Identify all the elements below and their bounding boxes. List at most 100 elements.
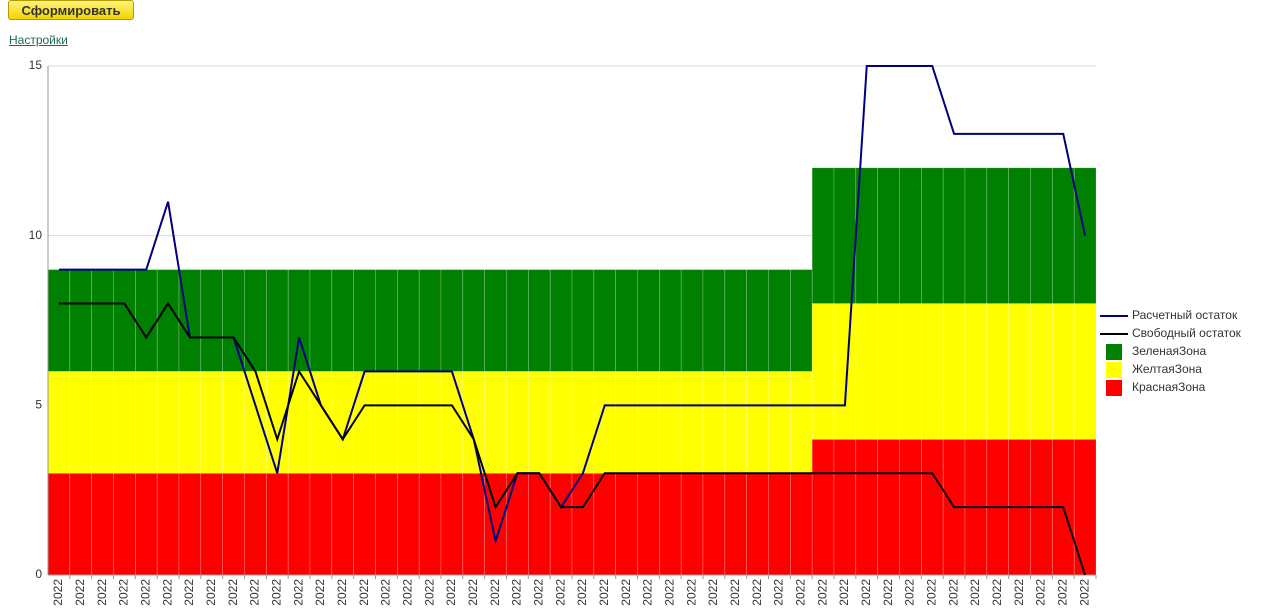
bar-segment: [986, 303, 1009, 440]
bar-segment: [375, 371, 398, 474]
bar-segment: [528, 371, 551, 474]
bar-segment: [1052, 167, 1075, 304]
legend-swatch: [1106, 344, 1122, 360]
bar-segment: [266, 472, 289, 576]
bar-segment: [331, 472, 354, 576]
bar-segment: [47, 472, 71, 576]
bar-segment: [484, 472, 507, 576]
legend-label: ЗеленаяЗона: [1132, 344, 1207, 358]
bar-segment: [768, 371, 791, 474]
x-tick-label: 2022: [248, 579, 262, 606]
bar-segment: [353, 269, 376, 372]
bar-segment: [855, 303, 878, 440]
x-tick-label: 2022: [924, 579, 938, 606]
bar-segment: [244, 269, 267, 372]
bar-segment: [811, 438, 835, 576]
x-tick-label: 2022: [1077, 579, 1091, 606]
bar-segment: [200, 371, 223, 474]
x-tick-label: 2022: [160, 579, 174, 606]
x-tick-label: 2022: [750, 579, 764, 606]
bar-segment: [1073, 438, 1097, 576]
bar-segment: [637, 472, 660, 576]
x-tick-label: 2022: [313, 579, 327, 606]
x-tick-label: 2022: [95, 579, 109, 606]
bar-segment: [615, 269, 638, 372]
bar-segment: [462, 269, 485, 372]
bar-segment: [222, 472, 245, 576]
bar-segment: [156, 371, 180, 474]
bar-segment: [244, 472, 267, 576]
bar-segment: [440, 269, 464, 372]
bar-segment: [440, 472, 464, 576]
bar-segment: [91, 472, 114, 576]
bar-segment: [571, 269, 595, 372]
bar-segment: [156, 269, 180, 372]
legend-label: ЖелтаяЗона: [1132, 362, 1202, 376]
x-tick-label: 2022: [990, 579, 1004, 606]
bar-segment: [506, 269, 529, 372]
legend-label: Расчетный остаток: [1132, 308, 1238, 322]
bar-segment: [309, 269, 333, 372]
bar-segment: [746, 269, 769, 372]
x-tick-label: 2022: [444, 579, 458, 606]
x-tick-label: 2022: [859, 579, 873, 606]
bar-segment: [47, 371, 71, 474]
generate-button[interactable]: Сформировать: [8, 0, 134, 20]
bar-segment: [877, 438, 900, 576]
x-tick-label: 2022: [138, 579, 152, 606]
bar-segment: [702, 472, 726, 576]
bar-segment: [1008, 167, 1031, 304]
bar-segment: [331, 371, 354, 474]
bar-segment: [899, 303, 922, 440]
bar-segment: [549, 269, 573, 372]
x-tick-label: 2022: [117, 579, 131, 606]
bar-segment: [680, 371, 704, 474]
x-tick-label: 2022: [706, 579, 720, 606]
bar-segment: [833, 303, 857, 440]
legend-label: Свободный остаток: [1132, 326, 1242, 340]
bar-segment: [549, 472, 573, 576]
bar-segment: [309, 472, 333, 576]
bar-segment: [200, 269, 223, 372]
legend-label: КраснаяЗона: [1132, 380, 1206, 394]
bar-segment: [266, 269, 289, 372]
x-tick-label: 2022: [619, 579, 633, 606]
bar-segment: [790, 472, 813, 576]
bar-segment: [178, 472, 202, 576]
bar-segment: [353, 472, 376, 576]
bar-segment: [375, 269, 398, 372]
bar-segment: [135, 371, 158, 474]
x-tick-label: 2022: [182, 579, 196, 606]
bar-segment: [724, 371, 747, 474]
bar-segment: [702, 371, 726, 474]
bar-segment: [353, 371, 376, 474]
bar-segment: [1008, 303, 1031, 440]
bar-segment: [506, 371, 529, 474]
bar-segment: [309, 371, 333, 474]
x-tick-label: 2022: [903, 579, 917, 606]
x-tick-label: 2022: [684, 579, 698, 606]
series-line: [58, 301, 1087, 576]
x-tick-label: 2022: [728, 579, 742, 606]
bar-segment: [571, 472, 595, 576]
bar-segment: [942, 303, 966, 440]
bar-segment: [964, 167, 988, 304]
bar-segment: [331, 269, 354, 372]
bar-segment: [113, 371, 136, 474]
bar-segment: [484, 371, 507, 474]
x-tick-label: 2022: [51, 579, 65, 606]
bar-segment: [637, 269, 660, 372]
bar-segment: [680, 472, 704, 576]
bar-segment: [942, 167, 966, 304]
bar-segment: [790, 269, 813, 372]
y-tick-label: 15: [29, 58, 43, 72]
bar-segment: [135, 269, 158, 372]
bar-segment: [899, 438, 922, 576]
settings-link[interactable]: Настройки: [9, 33, 68, 47]
x-tick-label: 2022: [291, 579, 305, 606]
bar-segment: [615, 371, 638, 474]
bar-segment: [528, 472, 551, 576]
x-tick-label: 2022: [815, 579, 829, 606]
x-tick-label: 2022: [881, 579, 895, 606]
bar-segment: [244, 371, 267, 474]
